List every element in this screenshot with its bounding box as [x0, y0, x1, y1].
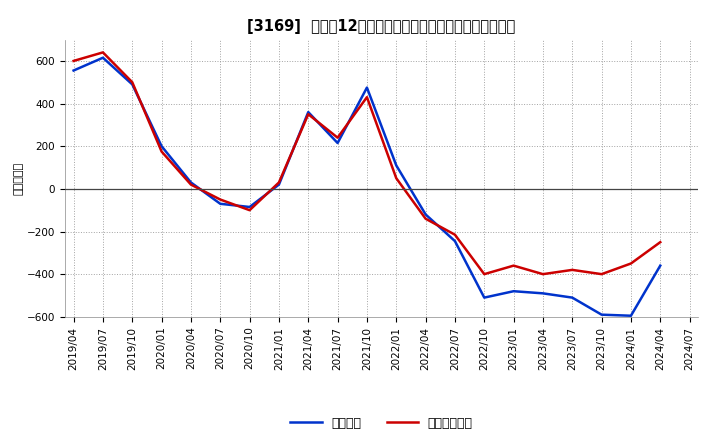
経常利益	[626, 313, 635, 319]
当期經常利益	[421, 216, 430, 221]
当期經常利益	[598, 271, 606, 277]
経常利益	[480, 295, 489, 300]
経常利益	[598, 312, 606, 317]
当期經常利益	[99, 50, 107, 55]
当期經常利益	[656, 239, 665, 245]
当期經常利益	[128, 80, 137, 85]
当期經常利益	[539, 271, 547, 277]
当期經常利益	[509, 263, 518, 268]
経常利益	[509, 289, 518, 294]
経常利益	[99, 55, 107, 60]
Line: 当期經常利益: 当期經常利益	[73, 52, 660, 274]
経常利益	[69, 68, 78, 73]
当期經常利益	[274, 180, 283, 185]
当期經常利益	[304, 112, 312, 117]
当期經常利益	[392, 176, 400, 181]
経常利益	[246, 204, 254, 209]
経常利益	[274, 182, 283, 187]
経常利益	[128, 82, 137, 87]
経常利益	[539, 291, 547, 296]
当期經常利益	[626, 261, 635, 266]
経常利益	[421, 212, 430, 217]
当期經常利益	[186, 182, 195, 187]
経常利益	[656, 263, 665, 268]
経常利益	[333, 140, 342, 146]
Title: [3169]  利益だ12か月移動合計の対前年同期増減額の推移: [3169] 利益だ12か月移動合計の対前年同期増減額の推移	[248, 19, 516, 34]
当期經常利益	[568, 267, 577, 272]
経常利益	[157, 143, 166, 149]
Y-axis label: （百万円）: （百万円）	[14, 161, 24, 195]
経常利益	[216, 201, 225, 206]
Line: 経常利益: 経常利益	[73, 58, 660, 316]
経常利益	[568, 295, 577, 300]
当期經常利益	[480, 271, 489, 277]
当期經常利益	[363, 95, 372, 100]
Legend: 経常利益, 当期經常利益: 経常利益, 当期經常利益	[285, 412, 478, 435]
当期經常利益	[333, 135, 342, 140]
経常利益	[363, 85, 372, 90]
当期經常利益	[157, 149, 166, 154]
当期經常利益	[246, 208, 254, 213]
経常利益	[304, 110, 312, 115]
当期經常利益	[69, 58, 78, 63]
当期經常利益	[216, 197, 225, 202]
経常利益	[186, 180, 195, 185]
経常利益	[392, 163, 400, 168]
経常利益	[451, 238, 459, 244]
当期經常利益	[451, 232, 459, 237]
